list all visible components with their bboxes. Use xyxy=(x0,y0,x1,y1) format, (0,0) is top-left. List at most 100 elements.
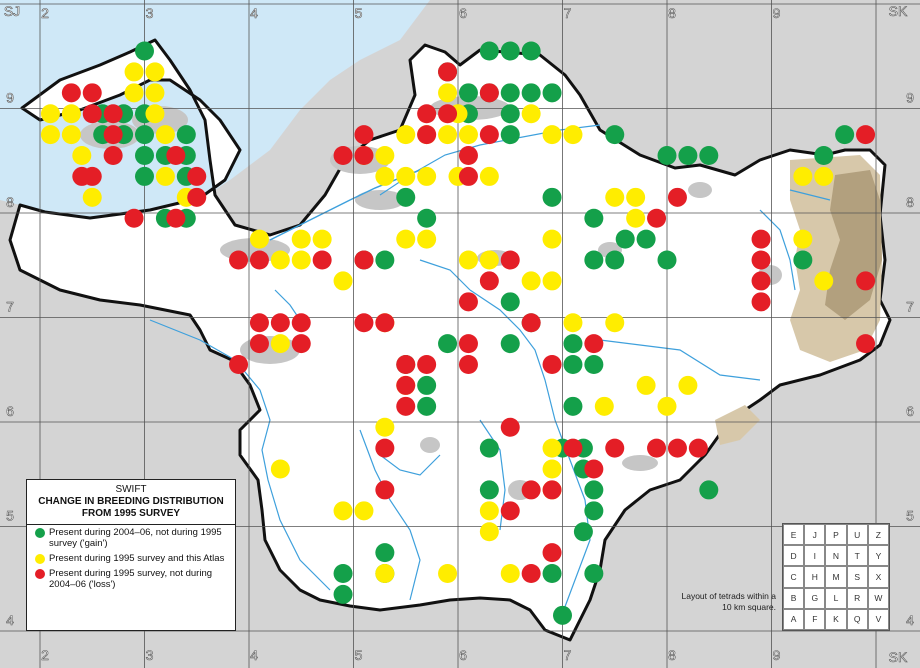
legend-entry-loss: Present during 1995 survey, not during 2… xyxy=(27,568,229,590)
tetrad-cell: D xyxy=(783,545,805,567)
record-dot-loss xyxy=(417,104,437,124)
record-dot-loss xyxy=(249,334,269,354)
record-dot-present-both xyxy=(61,104,81,124)
record-dot-present-both xyxy=(542,125,562,145)
record-dot-gain xyxy=(636,229,656,249)
record-dot-loss xyxy=(500,417,520,437)
legend-entry-gain: Present during 2004–06, not during 1995 … xyxy=(27,527,229,549)
record-dot-present-both xyxy=(626,208,646,228)
tetrad-cell: N xyxy=(825,545,847,567)
record-dot-gain xyxy=(500,41,520,61)
record-dot-present-both xyxy=(417,166,437,186)
record-dot-gain xyxy=(657,146,677,166)
legend-divider xyxy=(27,524,235,525)
record-dot-gain xyxy=(333,584,353,604)
record-dot-loss xyxy=(479,125,499,145)
record-dot-gain xyxy=(657,250,677,270)
record-dot-present-both xyxy=(814,271,834,291)
record-dot-loss xyxy=(291,313,311,333)
record-dot-gain xyxy=(375,543,395,563)
record-dot-present-both xyxy=(438,125,458,145)
record-dot-gain xyxy=(500,292,520,312)
record-dot-present-both xyxy=(375,417,395,437)
northing-label-left: 4 xyxy=(6,612,14,628)
record-dot-loss xyxy=(563,438,583,458)
record-dot-gain xyxy=(333,564,353,584)
record-dot-present-both xyxy=(605,313,625,333)
record-dot-loss xyxy=(396,355,416,375)
record-dot-present-both xyxy=(249,229,269,249)
northing-label-right: 7 xyxy=(906,299,914,315)
corner-label-bottom-right: SK xyxy=(889,649,908,665)
tetrad-cell: E xyxy=(783,524,805,546)
record-dot-loss xyxy=(103,146,123,166)
grid-labels: SJ SK SK 2 2 3 3 4 4 5 5 6 6 7 7 8 8 9 9 9 9 8 8 7 7 6 6 5 5 4 4 xyxy=(4,3,915,666)
record-dot-gain xyxy=(584,501,604,521)
record-dot-loss xyxy=(521,480,541,500)
record-dot-loss xyxy=(458,146,478,166)
record-dot-loss xyxy=(751,292,771,312)
tetrad-cell: M xyxy=(825,566,847,588)
easting-label-bottom: 7 xyxy=(564,647,572,663)
record-dot-loss xyxy=(667,187,687,207)
tetrad-cell: G xyxy=(804,587,826,609)
record-dot-loss xyxy=(124,208,144,228)
record-dot-loss xyxy=(187,166,207,186)
record-dot-loss xyxy=(605,438,625,458)
record-dot-present-both xyxy=(542,229,562,249)
record-dots xyxy=(40,41,876,625)
record-dot-loss xyxy=(417,355,437,375)
record-dot-loss xyxy=(751,250,771,270)
record-dot-loss xyxy=(229,355,249,375)
easting-label-top: 6 xyxy=(459,5,467,21)
easting-label-top: 3 xyxy=(146,5,154,21)
record-dot-present-both xyxy=(458,125,478,145)
northing-label-right: 8 xyxy=(906,194,914,210)
record-dot-loss xyxy=(542,355,562,375)
northing-label-left: 7 xyxy=(6,299,14,315)
record-dot-loss xyxy=(312,250,332,270)
record-dot-loss xyxy=(270,313,290,333)
record-dot-present-both xyxy=(678,375,698,395)
record-dot-gain xyxy=(553,605,572,625)
record-dot-gain xyxy=(176,125,196,145)
record-dot-present-both xyxy=(145,62,165,82)
record-dot-gain xyxy=(417,208,437,228)
record-dot-present-both xyxy=(145,104,165,124)
record-dot-gain xyxy=(699,146,719,166)
record-dot-loss xyxy=(584,334,604,354)
record-dot-present-both xyxy=(563,313,583,333)
record-dot-loss xyxy=(333,146,353,166)
tetrad-cell: C xyxy=(783,566,805,588)
corner-label-top-right: SK xyxy=(889,3,908,19)
record-dot-loss xyxy=(751,271,771,291)
record-dot-loss xyxy=(417,125,437,145)
record-dot-present-both xyxy=(657,396,677,416)
record-dot-gain xyxy=(135,41,154,61)
record-dot-gain xyxy=(479,41,499,61)
tetrad-cell: R xyxy=(846,587,868,609)
tetrad-cell: K xyxy=(825,608,847,630)
record-dot-loss xyxy=(458,355,478,375)
record-dot-loss xyxy=(82,166,102,186)
legend-heading-2: FROM 1995 SURVEY xyxy=(81,508,181,519)
record-dot-gain xyxy=(135,166,154,186)
record-dot-loss xyxy=(856,125,876,145)
record-dot-present-both xyxy=(479,501,499,521)
easting-label-top: 8 xyxy=(668,5,676,21)
record-dot-present-both xyxy=(438,564,458,584)
record-dot-gain xyxy=(615,229,635,249)
northing-label-right: 5 xyxy=(906,508,914,524)
legend-text-present-both: Present during 1995 survey and this Atla… xyxy=(49,553,225,564)
record-dot-loss xyxy=(856,334,876,354)
record-dot-gain xyxy=(417,396,437,416)
record-dot-loss xyxy=(542,543,562,563)
easting-label-bottom: 5 xyxy=(355,647,363,663)
record-dot-present-both xyxy=(312,229,332,249)
corner-label-top-left: SJ xyxy=(4,3,20,19)
record-dot-loss xyxy=(856,271,876,291)
record-dot-present-both xyxy=(155,166,175,186)
tetrad-cell: H xyxy=(804,566,826,588)
easting-label-top: 2 xyxy=(41,5,49,21)
